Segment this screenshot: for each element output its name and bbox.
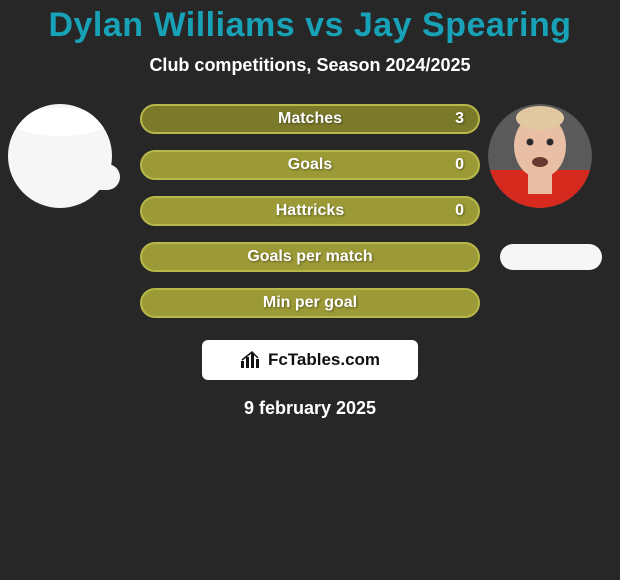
avatar-left-placeholder bbox=[8, 104, 112, 208]
subtitle: Club competitions, Season 2024/2025 bbox=[0, 55, 620, 76]
page-title: Dylan Williams vs Jay Spearing bbox=[0, 0, 620, 45]
stat-row: Hattricks 0 bbox=[140, 196, 480, 226]
stats-area: Matches 3 Goals 0 Hattricks 0 Goals per match M… bbox=[0, 104, 620, 318]
team-chip-left bbox=[18, 164, 120, 190]
stat-label: Min per goal bbox=[263, 294, 357, 312]
team-chip-right bbox=[500, 244, 602, 270]
stat-value-right: 3 bbox=[455, 110, 464, 128]
stat-value-right: 0 bbox=[455, 156, 464, 174]
avatar-right bbox=[488, 104, 592, 208]
stat-row: Min per goal bbox=[140, 288, 480, 318]
avatar-right-face bbox=[488, 104, 592, 208]
title-player1: Dylan Williams bbox=[48, 6, 295, 44]
stat-label: Matches bbox=[278, 110, 342, 128]
stat-row: Goals per match bbox=[140, 242, 480, 272]
comparison-infographic: Dylan Williams vs Jay Spearing Club comp… bbox=[0, 0, 620, 580]
stat-label: Hattricks bbox=[276, 202, 344, 220]
stat-row: Goals 0 bbox=[140, 150, 480, 180]
stat-row: Matches 3 bbox=[140, 104, 480, 134]
brand-bars-icon bbox=[240, 351, 262, 369]
brand-badge: FcTables.com bbox=[202, 340, 418, 380]
stat-label: Goals per match bbox=[247, 248, 372, 266]
stat-value-right: 0 bbox=[455, 202, 464, 220]
brand-text: FcTables.com bbox=[268, 350, 380, 370]
footer-date: 9 february 2025 bbox=[0, 398, 620, 419]
title-vs: vs bbox=[295, 6, 354, 44]
avatar-left bbox=[8, 104, 112, 208]
stat-label: Goals bbox=[288, 156, 332, 174]
title-player2: Jay Spearing bbox=[354, 6, 572, 44]
